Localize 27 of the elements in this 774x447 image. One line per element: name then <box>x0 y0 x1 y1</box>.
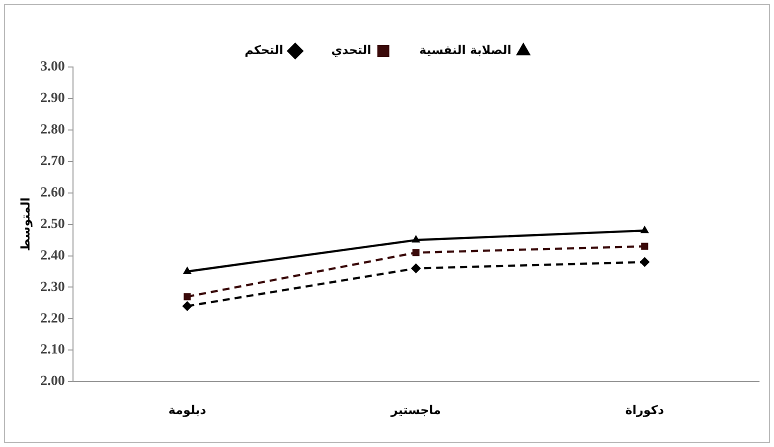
point <box>640 226 649 234</box>
y-tick-label: 2.70 <box>40 154 65 169</box>
y-tick-label: 2.90 <box>40 91 65 106</box>
point <box>412 235 420 243</box>
y-tick-label: 2.20 <box>40 311 65 326</box>
y-axis-title: المتوسط <box>18 197 32 252</box>
y-tick-label: 3.00 <box>40 60 65 75</box>
point <box>182 301 192 312</box>
legend-label: التحدي <box>331 43 372 58</box>
legend-label: التحكم <box>244 43 284 58</box>
x-tick-label: ماجستير <box>390 402 441 417</box>
point <box>182 266 192 274</box>
point <box>641 242 648 250</box>
y-tick-label: 2.50 <box>40 216 65 232</box>
y-tick-label: 2.00 <box>40 374 65 390</box>
x-tick-label: دكوراة <box>625 402 664 417</box>
point <box>184 293 191 300</box>
point <box>640 257 650 268</box>
point <box>410 263 421 274</box>
legend-label: الصلابة النفسية <box>419 43 512 58</box>
y-tick-label: 2.60 <box>40 185 65 200</box>
x-tick-label: دبلومة <box>168 402 206 417</box>
y-tick-label: 2.80 <box>40 122 65 138</box>
y-tick-label: 2.30 <box>40 280 65 295</box>
y-tick-label: 2.10 <box>40 342 65 358</box>
point <box>412 249 420 256</box>
y-tick-label: 2.40 <box>40 248 65 264</box>
